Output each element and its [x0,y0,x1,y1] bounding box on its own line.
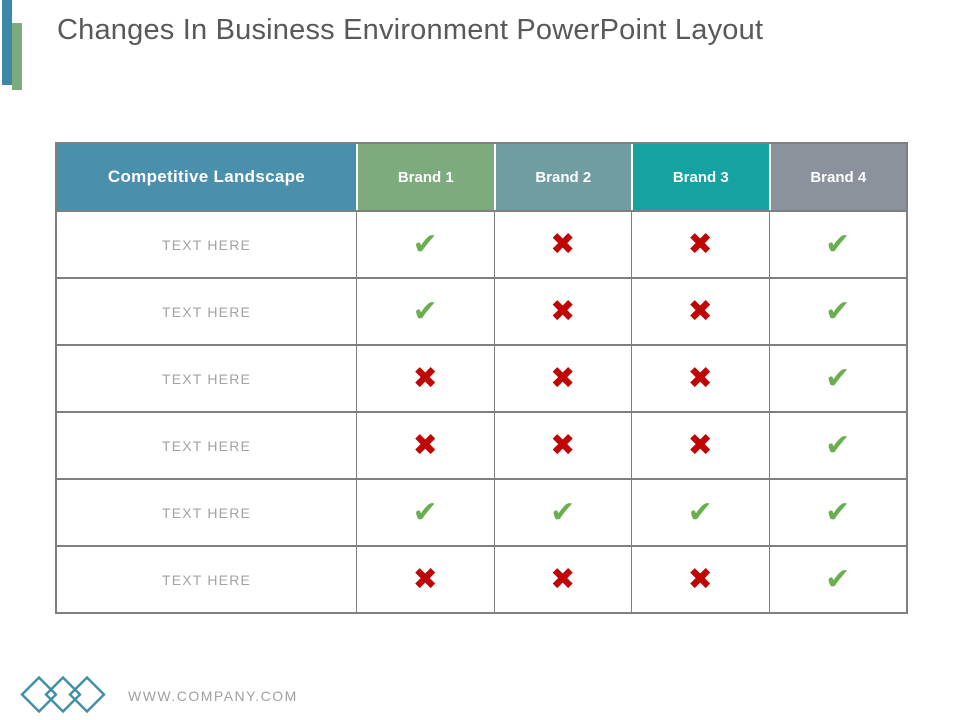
mark-cell: ✖ [493,279,632,344]
check-icon: ✔ [825,226,851,262]
mark-cell: ✖ [493,413,632,478]
mark-cell: ✔ [768,413,907,478]
table-row: TEXT HERE ✖ ✖ ✖ ✔ [57,344,906,411]
mark-cell: ✔ [768,346,907,411]
mark-cell: ✖ [631,346,769,411]
mark-cell: ✔ [356,279,494,344]
table-body: TEXT HERE ✔ ✖ ✖ ✔ TEXT HERE ✔ ✖ ✖ ✔ TEXT HERE ✖ ✖ ✖ ✔ T… [57,210,906,612]
mark-cell: ✔ [768,547,907,612]
mark-cell: ✖ [631,413,769,478]
mark-cell: ✔ [356,480,494,545]
cross-icon: ✖ [412,561,438,597]
mark-cell: ✔ [356,212,494,277]
cross-icon: ✖ [687,427,713,463]
row-label: TEXT HERE [161,571,252,588]
check-icon: ✔ [550,494,576,530]
mark-cell: ✔ [631,480,769,545]
mark-cell: ✖ [631,279,769,344]
check-icon: ✔ [825,494,851,530]
check-icon: ✔ [825,360,851,396]
mark-cell: ✔ [768,212,907,277]
accent-bar-teal [2,0,12,85]
check-icon: ✔ [825,427,851,463]
cross-icon: ✖ [550,293,576,329]
check-icon: ✔ [825,293,851,329]
table-row: TEXT HERE ✖ ✖ ✖ ✔ [57,411,906,478]
column-header-brand-1: Brand 1 [356,144,494,210]
row-label-cell: TEXT HERE [57,212,356,277]
column-header-brand-3: Brand 3 [631,144,769,210]
check-icon: ✔ [412,226,438,262]
cross-icon: ✖ [687,226,713,262]
row-label: TEXT HERE [161,236,252,253]
cross-icon: ✖ [412,427,438,463]
mark-cell: ✔ [768,480,907,545]
check-icon: ✔ [687,494,713,530]
row-label-cell: TEXT HERE [57,480,356,545]
mark-cell: ✖ [631,212,769,277]
cross-icon: ✖ [550,360,576,396]
table-header-row: Competitive Landscape Brand 1 Brand 2 Brand… [57,144,906,210]
footer-url: WWW.COMPANY.COM [128,688,298,704]
row-label-cell: TEXT HERE [57,413,356,478]
row-label-cell: TEXT HERE [57,279,356,344]
row-label: TEXT HERE [161,504,252,521]
column-header-competitive-landscape: Competitive Landscape [57,144,356,210]
mark-cell: ✖ [356,413,494,478]
row-label-cell: TEXT HERE [57,346,356,411]
mark-cell: ✖ [493,547,632,612]
row-label: TEXT HERE [161,303,252,320]
check-icon: ✔ [412,494,438,530]
mark-cell: ✔ [768,279,907,344]
mark-cell: ✖ [356,547,494,612]
mark-cell: ✖ [493,212,632,277]
mark-cell: ✖ [356,346,494,411]
mark-cell: ✖ [631,547,769,612]
cross-icon: ✖ [412,360,438,396]
comparison-table: Competitive Landscape Brand 1 Brand 2 Brand… [55,142,908,614]
mark-cell: ✔ [493,480,632,545]
check-icon: ✔ [825,561,851,597]
cross-icon: ✖ [550,427,576,463]
cross-icon: ✖ [687,360,713,396]
table-row: TEXT HERE ✔ ✖ ✖ ✔ [57,210,906,277]
check-icon: ✔ [412,293,438,329]
cross-icon: ✖ [687,293,713,329]
row-label: TEXT HERE [161,437,252,454]
accent-bar-green [12,23,22,90]
table-row: TEXT HERE ✖ ✖ ✖ ✔ [57,545,906,612]
mark-cell: ✖ [493,346,632,411]
cross-icon: ✖ [550,226,576,262]
overlapping-diamonds-icon [20,676,106,713]
column-header-brand-2: Brand 2 [493,144,631,210]
row-label-cell: TEXT HERE [57,547,356,612]
page-title: Changes In Business Environment PowerPoi… [57,14,764,46]
cross-icon: ✖ [550,561,576,597]
row-label: TEXT HERE [161,370,252,387]
table-row: TEXT HERE ✔ ✔ ✔ ✔ [57,478,906,545]
cross-icon: ✖ [687,561,713,597]
table-row: TEXT HERE ✔ ✖ ✖ ✔ [57,277,906,344]
column-header-brand-4: Brand 4 [768,144,906,210]
